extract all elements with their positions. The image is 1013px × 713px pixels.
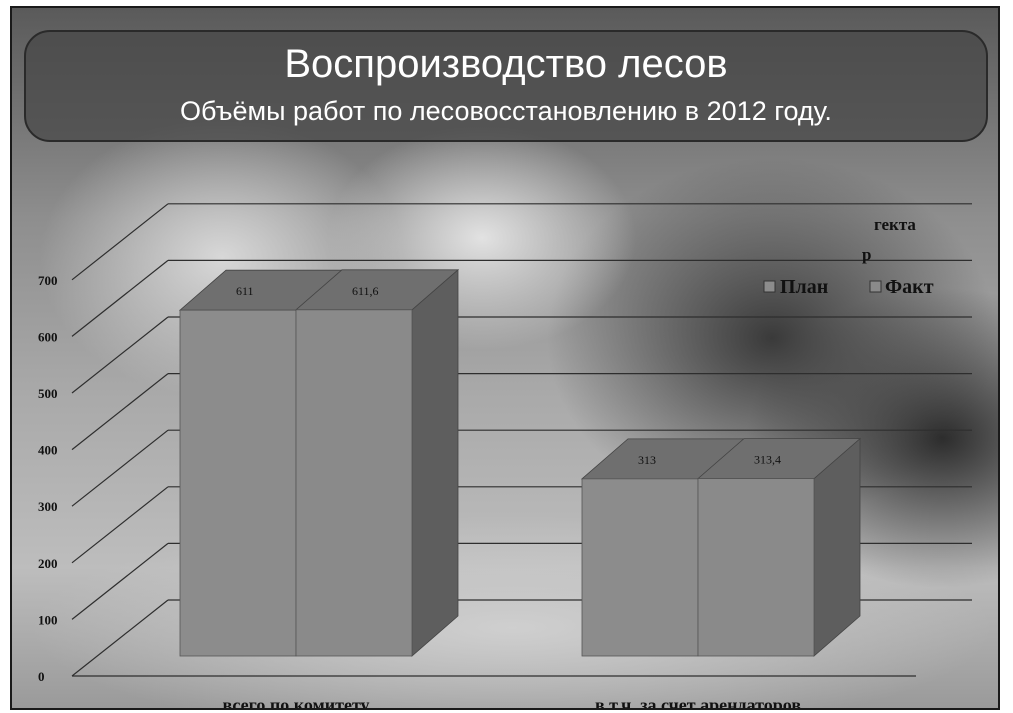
gridline-diagonal <box>71 373 169 451</box>
legend: гекта р План Факт <box>763 215 934 298</box>
legend-label-plan: План <box>780 276 828 298</box>
legend-swatch-plan <box>763 280 776 293</box>
data-labels: 611 611,6 313 313,4 <box>236 284 781 467</box>
chart: 0 100 200 300 400 500 600 700 611 611,6 … <box>38 203 972 710</box>
data-label-fact-0: 611,6 <box>352 284 379 298</box>
gridline-diagonal <box>71 429 169 507</box>
data-label-fact-1: 313,4 <box>754 453 781 467</box>
bar-fact <box>295 309 413 657</box>
gridline-diagonal <box>71 316 169 394</box>
gridline-diagonal <box>71 599 169 677</box>
title-box: Воспроизводство лесов Объёмы работ по ле… <box>24 30 988 142</box>
gridline-diagonal <box>71 486 169 564</box>
gridline-diagonal <box>71 259 169 337</box>
category-label: в т.ч. за счет арендаторов <box>595 695 801 710</box>
gridline-diagonal <box>71 203 169 281</box>
slide-subtitle: Объёмы работ по лесовосстановлению в 201… <box>180 96 832 126</box>
legend-unit-label: р <box>862 245 871 264</box>
legend-swatch-fact <box>869 280 882 293</box>
y-tick-label: 100 <box>38 612 58 627</box>
y-tick-label: 200 <box>38 556 58 571</box>
bar-fact <box>697 478 815 657</box>
gridline-diagonal <box>71 542 169 620</box>
bar-plan <box>179 309 297 657</box>
bars-layer <box>178 268 862 657</box>
bar-plan <box>581 478 699 657</box>
bar-side-face <box>411 268 459 657</box>
legend-label-fact: Факт <box>885 276 934 298</box>
y-tick-label: 400 <box>38 443 58 458</box>
y-axis-ticks: 0 100 200 300 400 500 600 700 <box>38 273 58 684</box>
data-label-plan-1: 313 <box>638 453 656 467</box>
y-tick-label: 700 <box>38 273 58 288</box>
data-label-plan-0: 611 <box>236 284 254 298</box>
legend-unit-label: гекта <box>874 215 916 234</box>
y-tick-label: 500 <box>38 386 58 401</box>
x-axis-categories: всего по комитету в т.ч. за счет арендат… <box>222 695 801 710</box>
slide: 0 100 200 300 400 500 600 700 611 611,6 … <box>10 6 1000 710</box>
y-tick-label: 0 <box>38 669 45 684</box>
category-label: всего по комитету <box>222 695 369 710</box>
y-tick-label: 300 <box>38 499 58 514</box>
y-tick-label: 600 <box>38 329 58 344</box>
slide-title: Воспроизводство лесов <box>284 42 728 86</box>
